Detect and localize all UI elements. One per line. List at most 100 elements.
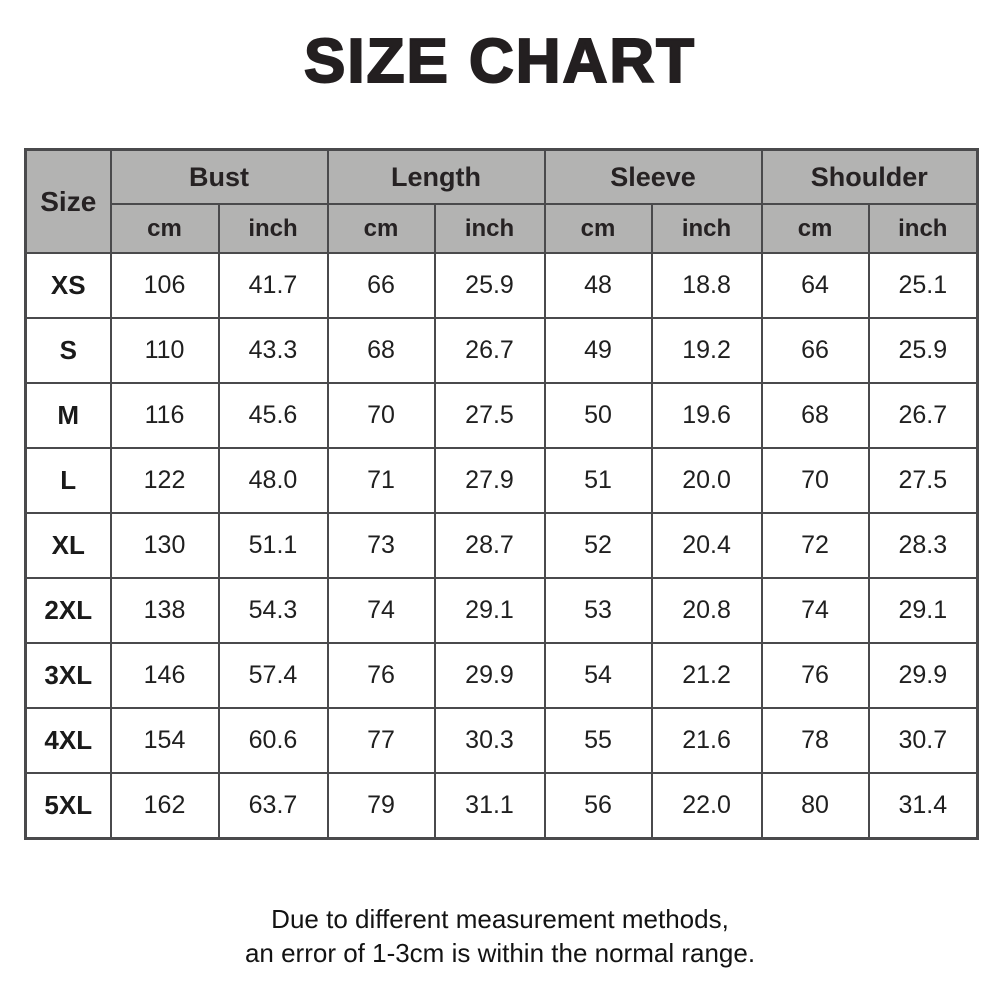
value-cell: 45.6 [217, 382, 329, 449]
value-cell: 41.7 [217, 252, 329, 319]
value-cell: 51 [543, 447, 653, 514]
value-cell: 74 [760, 577, 870, 644]
size-chart-table: Size Bust Length Sleeve Shoulder cm inch… [24, 148, 980, 840]
value-cell: 55 [543, 707, 653, 774]
header-sleeve-cm: cm [543, 203, 653, 254]
value-cell: 146 [109, 642, 220, 709]
value-cell: 25.9 [433, 252, 546, 319]
table-row-4xl: 4XL 154 60.6 77 30.3 55 21.6 78 30.7 [24, 707, 979, 774]
value-cell: 51.1 [217, 512, 329, 579]
value-cell: 20.4 [650, 512, 763, 579]
value-cell: 30.7 [867, 707, 979, 774]
value-cell: 20.0 [650, 447, 763, 514]
size-cell: L [24, 447, 112, 514]
header-length-inch: inch [433, 203, 546, 254]
measurement-note-line2: an error of 1-3cm is within the normal r… [244, 938, 756, 968]
value-cell: 106 [109, 252, 220, 319]
table-row-m: M 116 45.6 70 27.5 50 19.6 68 26.7 [24, 382, 979, 449]
value-cell: 25.9 [867, 317, 979, 384]
value-cell: 72 [760, 512, 870, 579]
value-cell: 29.1 [867, 577, 979, 644]
header-length: Length [326, 148, 546, 205]
value-cell: 116 [109, 382, 220, 449]
value-cell: 48 [543, 252, 653, 319]
value-cell: 130 [109, 512, 220, 579]
table-row-5xl: 5XL 162 63.7 79 31.1 56 22.0 80 31.4 [24, 772, 979, 840]
value-cell: 66 [326, 252, 436, 319]
value-cell: 29.1 [433, 577, 546, 644]
table-row-3xl: 3XL 146 57.4 76 29.9 54 21.2 76 29.9 [24, 642, 979, 709]
value-cell: 56 [543, 772, 653, 840]
table-row-xs: XS 106 41.7 66 25.9 48 18.8 64 25.1 [24, 252, 979, 319]
value-cell: 110 [109, 317, 220, 384]
header-sleeve-inch: inch [650, 203, 763, 254]
value-cell: 138 [109, 577, 220, 644]
value-cell: 73 [326, 512, 436, 579]
value-cell: 76 [760, 642, 870, 709]
header-bust: Bust [109, 148, 329, 205]
measurement-note-line1: Due to different measurement methods, [271, 904, 729, 934]
value-cell: 70 [326, 382, 436, 449]
size-cell: 5XL [24, 772, 112, 840]
size-cell: 2XL [24, 577, 112, 644]
header-length-cm: cm [326, 203, 436, 254]
value-cell: 122 [109, 447, 220, 514]
value-cell: 64 [760, 252, 870, 319]
value-cell: 66 [760, 317, 870, 384]
value-cell: 29.9 [867, 642, 979, 709]
value-cell: 28.7 [433, 512, 546, 579]
value-cell: 54.3 [217, 577, 329, 644]
header-shoulder: Shoulder [760, 148, 979, 205]
table-row-s: S 110 43.3 68 26.7 49 19.2 66 25.9 [24, 317, 979, 384]
value-cell: 18.8 [650, 252, 763, 319]
page-title: SIZE CHART [303, 26, 696, 97]
value-cell: 52 [543, 512, 653, 579]
value-cell: 53 [543, 577, 653, 644]
header-sleeve: Sleeve [543, 148, 763, 205]
value-cell: 79 [326, 772, 436, 840]
size-cell: XL [24, 512, 112, 579]
value-cell: 68 [326, 317, 436, 384]
value-cell: 43.3 [217, 317, 329, 384]
size-cell: 3XL [24, 642, 112, 709]
value-cell: 49 [543, 317, 653, 384]
value-cell: 63.7 [217, 772, 329, 840]
value-cell: 26.7 [867, 382, 979, 449]
value-cell: 74 [326, 577, 436, 644]
value-cell: 68 [760, 382, 870, 449]
value-cell: 31.1 [433, 772, 546, 840]
value-cell: 154 [109, 707, 220, 774]
header-bust-inch: inch [217, 203, 329, 254]
value-cell: 27.5 [867, 447, 979, 514]
value-cell: 21.2 [650, 642, 763, 709]
size-cell: 4XL [24, 707, 112, 774]
header-bust-cm: cm [109, 203, 220, 254]
table-row-2xl: 2XL 138 54.3 74 29.1 53 20.8 74 29.1 [24, 577, 979, 644]
value-cell: 48.0 [217, 447, 329, 514]
value-cell: 78 [760, 707, 870, 774]
value-cell: 30.3 [433, 707, 546, 774]
value-cell: 80 [760, 772, 870, 840]
value-cell: 54 [543, 642, 653, 709]
value-cell: 71 [326, 447, 436, 514]
value-cell: 25.1 [867, 252, 979, 319]
value-cell: 31.4 [867, 772, 979, 840]
value-cell: 19.6 [650, 382, 763, 449]
value-cell: 26.7 [433, 317, 546, 384]
header-shoulder-inch: inch [867, 203, 979, 254]
value-cell: 57.4 [217, 642, 329, 709]
header-unit-row: cm inch cm inch cm inch cm inch [26, 203, 979, 254]
value-cell: 76 [326, 642, 436, 709]
value-cell: 20.8 [650, 577, 763, 644]
table-row-l: L 122 48.0 71 27.9 51 20.0 70 27.5 [24, 447, 979, 514]
table-row-xl: XL 130 51.1 73 28.7 52 20.4 72 28.3 [24, 512, 979, 579]
value-cell: 77 [326, 707, 436, 774]
value-cell: 60.6 [217, 707, 329, 774]
header-shoulder-cm: cm [760, 203, 870, 254]
size-cell: XS [24, 252, 112, 319]
measurement-note: Due to different measurement methods, an… [0, 902, 1000, 970]
size-cell: S [24, 317, 112, 384]
value-cell: 162 [109, 772, 220, 840]
value-cell: 22.0 [650, 772, 763, 840]
header-size: Size [24, 148, 112, 254]
